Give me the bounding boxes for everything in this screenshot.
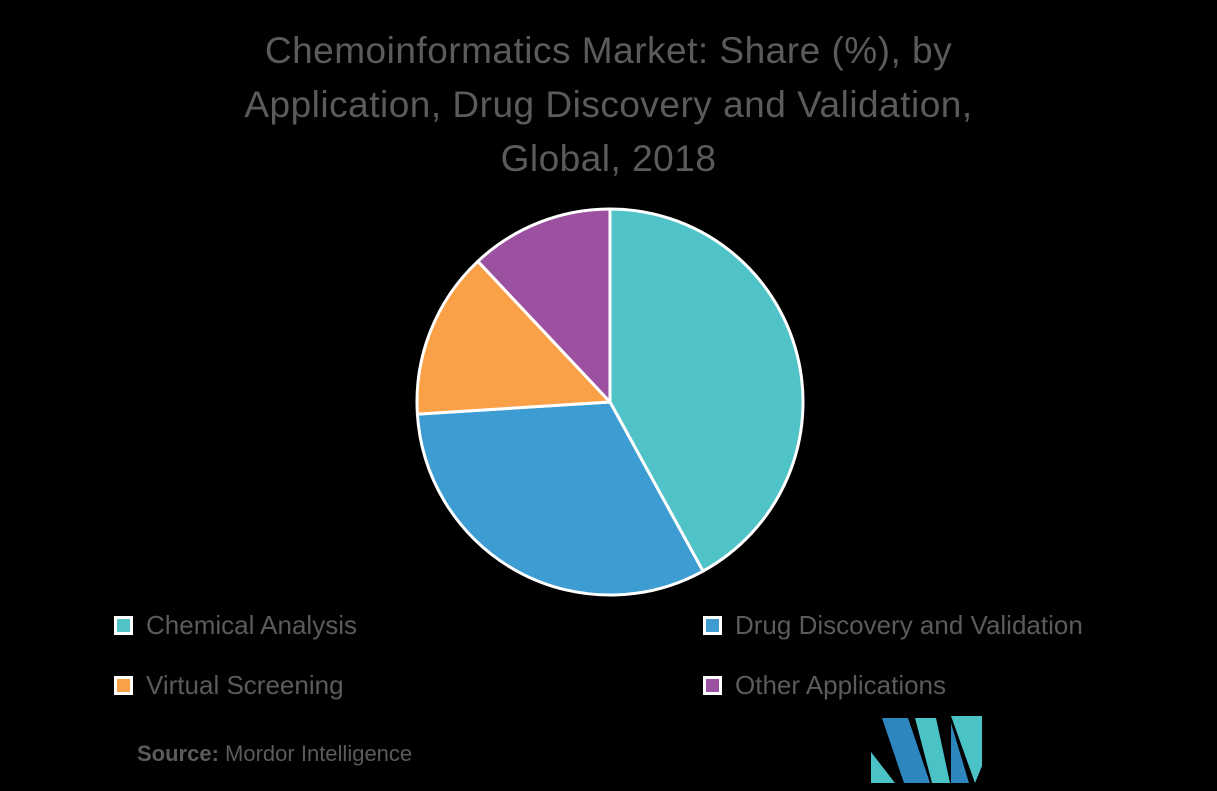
logo-left-foot-shape xyxy=(871,752,895,783)
source-label: Source: xyxy=(137,741,219,766)
legend-swatch-drug-discovery-and-validation xyxy=(703,615,722,635)
chart-title-line-3: Global, 2018 xyxy=(500,138,717,179)
legend-label: Virtual Screening xyxy=(146,670,344,700)
source-name: Mordor Intelligence xyxy=(225,741,413,766)
legend-item-chemical-analysis: Chemical Analysis xyxy=(114,612,703,638)
pie-slice-drug-discovery-and-validation xyxy=(415,400,705,597)
chart-legend: Chemical Analysis Drug Discovery and Val… xyxy=(114,612,1114,698)
legend-label: Chemical Analysis xyxy=(146,610,357,640)
legend-item-virtual-screening: Virtual Screening xyxy=(114,672,703,698)
pie-slice-other-applications xyxy=(476,207,612,404)
mordor-intelligence-logo xyxy=(871,716,982,783)
logo-left-stroke-shape xyxy=(882,718,930,783)
legend-label: Drug Discovery and Validation xyxy=(735,610,1083,640)
pie-slice-virtual-screening xyxy=(415,259,612,416)
legend-swatch-virtual-screening xyxy=(114,675,133,695)
logo-bar-top-shape xyxy=(951,716,982,783)
logo-middle-stroke-shape xyxy=(915,718,950,783)
legend-label: Other Applications xyxy=(735,670,947,700)
pie-slice-chemical-analysis xyxy=(608,207,805,573)
chart-title-line-1: Chemoinformatics Market: Share (%), by xyxy=(264,30,953,71)
source-note: Source: Mordor Intelligence xyxy=(137,741,412,767)
chart-title-line-2: Application, Drug Discovery and Validati… xyxy=(244,84,973,125)
pie-chart xyxy=(415,207,805,597)
chart-title: Chemoinformatics Market: Share (%), by A… xyxy=(0,24,1217,186)
legend-swatch-other-applications xyxy=(703,675,722,695)
legend-swatch-chemical-analysis xyxy=(114,615,133,635)
logo-bar-bottom-shape xyxy=(951,723,969,783)
legend-item-drug-discovery-and-validation: Drug Discovery and Validation xyxy=(703,612,1114,638)
legend-item-other-applications: Other Applications xyxy=(703,672,1114,698)
